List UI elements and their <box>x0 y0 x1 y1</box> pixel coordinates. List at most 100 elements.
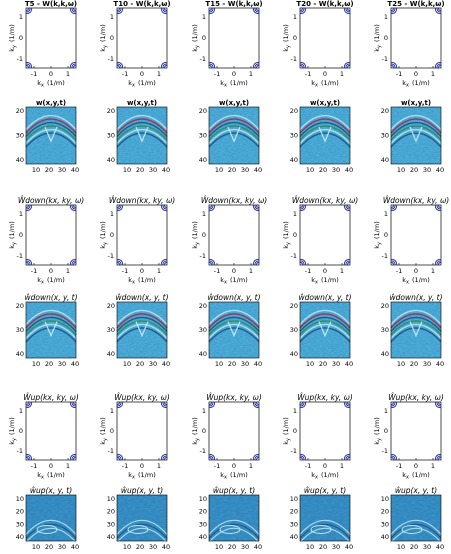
wavefront-arc <box>116 125 168 141</box>
spectrum-energy-arc <box>390 204 396 210</box>
spectrum-energy-arc <box>254 7 260 13</box>
panel-title: w(x,y,t) <box>127 99 157 107</box>
y-tick-label: 1 <box>110 13 114 21</box>
spectrum-energy-arc <box>299 63 305 69</box>
wavefront-arc <box>390 125 442 141</box>
panel-title: Ŵup(kx, ky, ω) <box>388 393 444 402</box>
y-tick-label: 20 <box>16 302 24 310</box>
spectrum-energy-arc <box>252 204 260 212</box>
x-tick-label: 10 <box>215 360 223 368</box>
x-tick-label: 40 <box>254 543 262 550</box>
x-tick-label: 30 <box>149 543 157 550</box>
x-axis-label: kx (1/m) <box>402 471 429 481</box>
wavefront-arc <box>116 129 168 145</box>
wavefield-frame <box>390 106 442 165</box>
y-tick-label: 40 <box>290 533 298 541</box>
y-tick-label: 1 <box>293 407 297 415</box>
spectrum-energy-arc <box>116 401 124 409</box>
spectrum-energy-arc <box>254 455 260 461</box>
spectrum-energy-arc <box>390 401 394 405</box>
x-tick-label: 30 <box>149 166 157 174</box>
y-tick-label: 20 <box>290 302 298 310</box>
wavefront-notch <box>135 126 149 143</box>
panel-title: ŵup(x, y, t) <box>304 486 346 495</box>
x-tick-label: 1 <box>340 462 344 470</box>
wavefront-arc <box>25 316 77 332</box>
up-wavefield-panel: ŵup(x, y, t) 10 20 30 40 10 20 30 40 <box>381 486 444 551</box>
y-tick-label: 30 <box>107 132 115 140</box>
y-axis-label: ky(1/m) <box>191 221 201 248</box>
spectrum-energy-arc <box>160 61 168 69</box>
wavefield-frame <box>25 301 77 359</box>
spectrum-energy-arc <box>438 262 442 266</box>
panel-title: w(x,y,t) <box>401 99 431 107</box>
wavefront-arc <box>299 132 351 148</box>
y-tick-label: -1 <box>200 252 206 260</box>
x-axis-label: kx (1/m) <box>37 276 64 286</box>
y-tick-label: 0 <box>384 427 388 435</box>
spectrum-frame <box>25 401 77 461</box>
x-tick-label: 40 <box>254 360 262 368</box>
spectrum-energy-arc <box>252 401 260 409</box>
down-spectrum-panel: Ŵdown(kx, ky, ω)-1 0 110-1kx (1/m)ky(1/m) <box>191 196 267 286</box>
spectrum-energy-arc <box>390 455 396 461</box>
wavefront-arc <box>299 309 351 325</box>
spectrum-energy-arc <box>347 204 351 208</box>
down-spectrum-panel: Ŵdown(kx, ky, ω)-1 0 110-1kx (1/m)ky(1/m) <box>99 196 175 286</box>
x-tick-label: 1 <box>340 70 344 78</box>
spectrum-energy-arc <box>116 204 120 208</box>
down-spectrum-panel: Ŵdown(kx, ky, ω)-1 0 110-1kx (1/m)ky(1/m) <box>282 196 358 286</box>
x-tick-label: 30 <box>423 543 431 550</box>
x-tick-label: 20 <box>410 166 418 174</box>
y-tick-label: -1 <box>382 447 388 455</box>
y-tick-label: -1 <box>382 55 388 63</box>
panel-title: Ŵdown(kx, ky, ω) <box>201 196 267 205</box>
up-wavefield-panel: ŵup(x, y, t) 10 20 30 40 10 20 30 40 <box>290 486 353 551</box>
wavefront-arc <box>299 313 351 329</box>
x-tick-label: 20 <box>410 360 418 368</box>
wavefront-arc <box>390 323 442 339</box>
spectrum-energy-arc <box>162 7 168 13</box>
x-tick-label: 30 <box>58 360 66 368</box>
wavefront-arc <box>25 115 77 131</box>
wavefield-frame <box>299 494 351 542</box>
up-spectrum-panel: Ŵup(kx, ky, ω)-1 0 110-1kx (1/m)ky(1/m) <box>99 393 170 481</box>
x-tick-label: 30 <box>149 360 157 368</box>
spectrum-energy-arc <box>208 61 216 69</box>
spectrum-energy-arc <box>25 258 33 266</box>
y-axis-label: ky(1/m) <box>8 417 18 444</box>
y-tick-label: 30 <box>107 520 115 528</box>
spectrum-energy-arc <box>208 7 212 11</box>
y-tick-label: 20 <box>381 107 389 115</box>
wavefront-notch <box>135 321 149 338</box>
spectrum-energy-arc <box>390 204 398 212</box>
x-tick-label: 0 <box>140 70 144 78</box>
spectrum-energy-arc <box>208 262 212 266</box>
spectrum-frame <box>390 401 442 461</box>
wavefield-texture <box>391 495 441 541</box>
x-tick-label: 0 <box>232 267 236 275</box>
spectrum-energy-arc <box>116 204 124 212</box>
x-tick-label: -1 <box>31 70 37 78</box>
x-axis-label: kx (1/m) <box>402 79 429 89</box>
spectrum-energy-arc <box>436 455 442 461</box>
panel-title: w(x,y,t) <box>36 99 66 107</box>
spectrum-energy-arc <box>73 65 77 69</box>
y-tick-label: 20 <box>290 107 298 115</box>
x-tick-label: -1 <box>214 462 220 470</box>
x-axis-label: kx (1/m) <box>220 79 247 89</box>
spectrum-energy-arc <box>390 7 398 15</box>
spectrum-frame <box>299 401 351 461</box>
x-tick-label: 10 <box>397 166 405 174</box>
spectrum-energy-arc <box>299 7 303 11</box>
y-tick-label: 20 <box>107 302 115 310</box>
spectrum-frame <box>116 204 168 266</box>
spectrum-frame <box>390 7 442 69</box>
y-tick-label: -1 <box>17 252 23 260</box>
x-tick-label: 0 <box>49 462 53 470</box>
y-tick-label: -1 <box>291 252 297 260</box>
wavefront-arc <box>116 316 168 332</box>
x-tick-label: 30 <box>423 360 431 368</box>
